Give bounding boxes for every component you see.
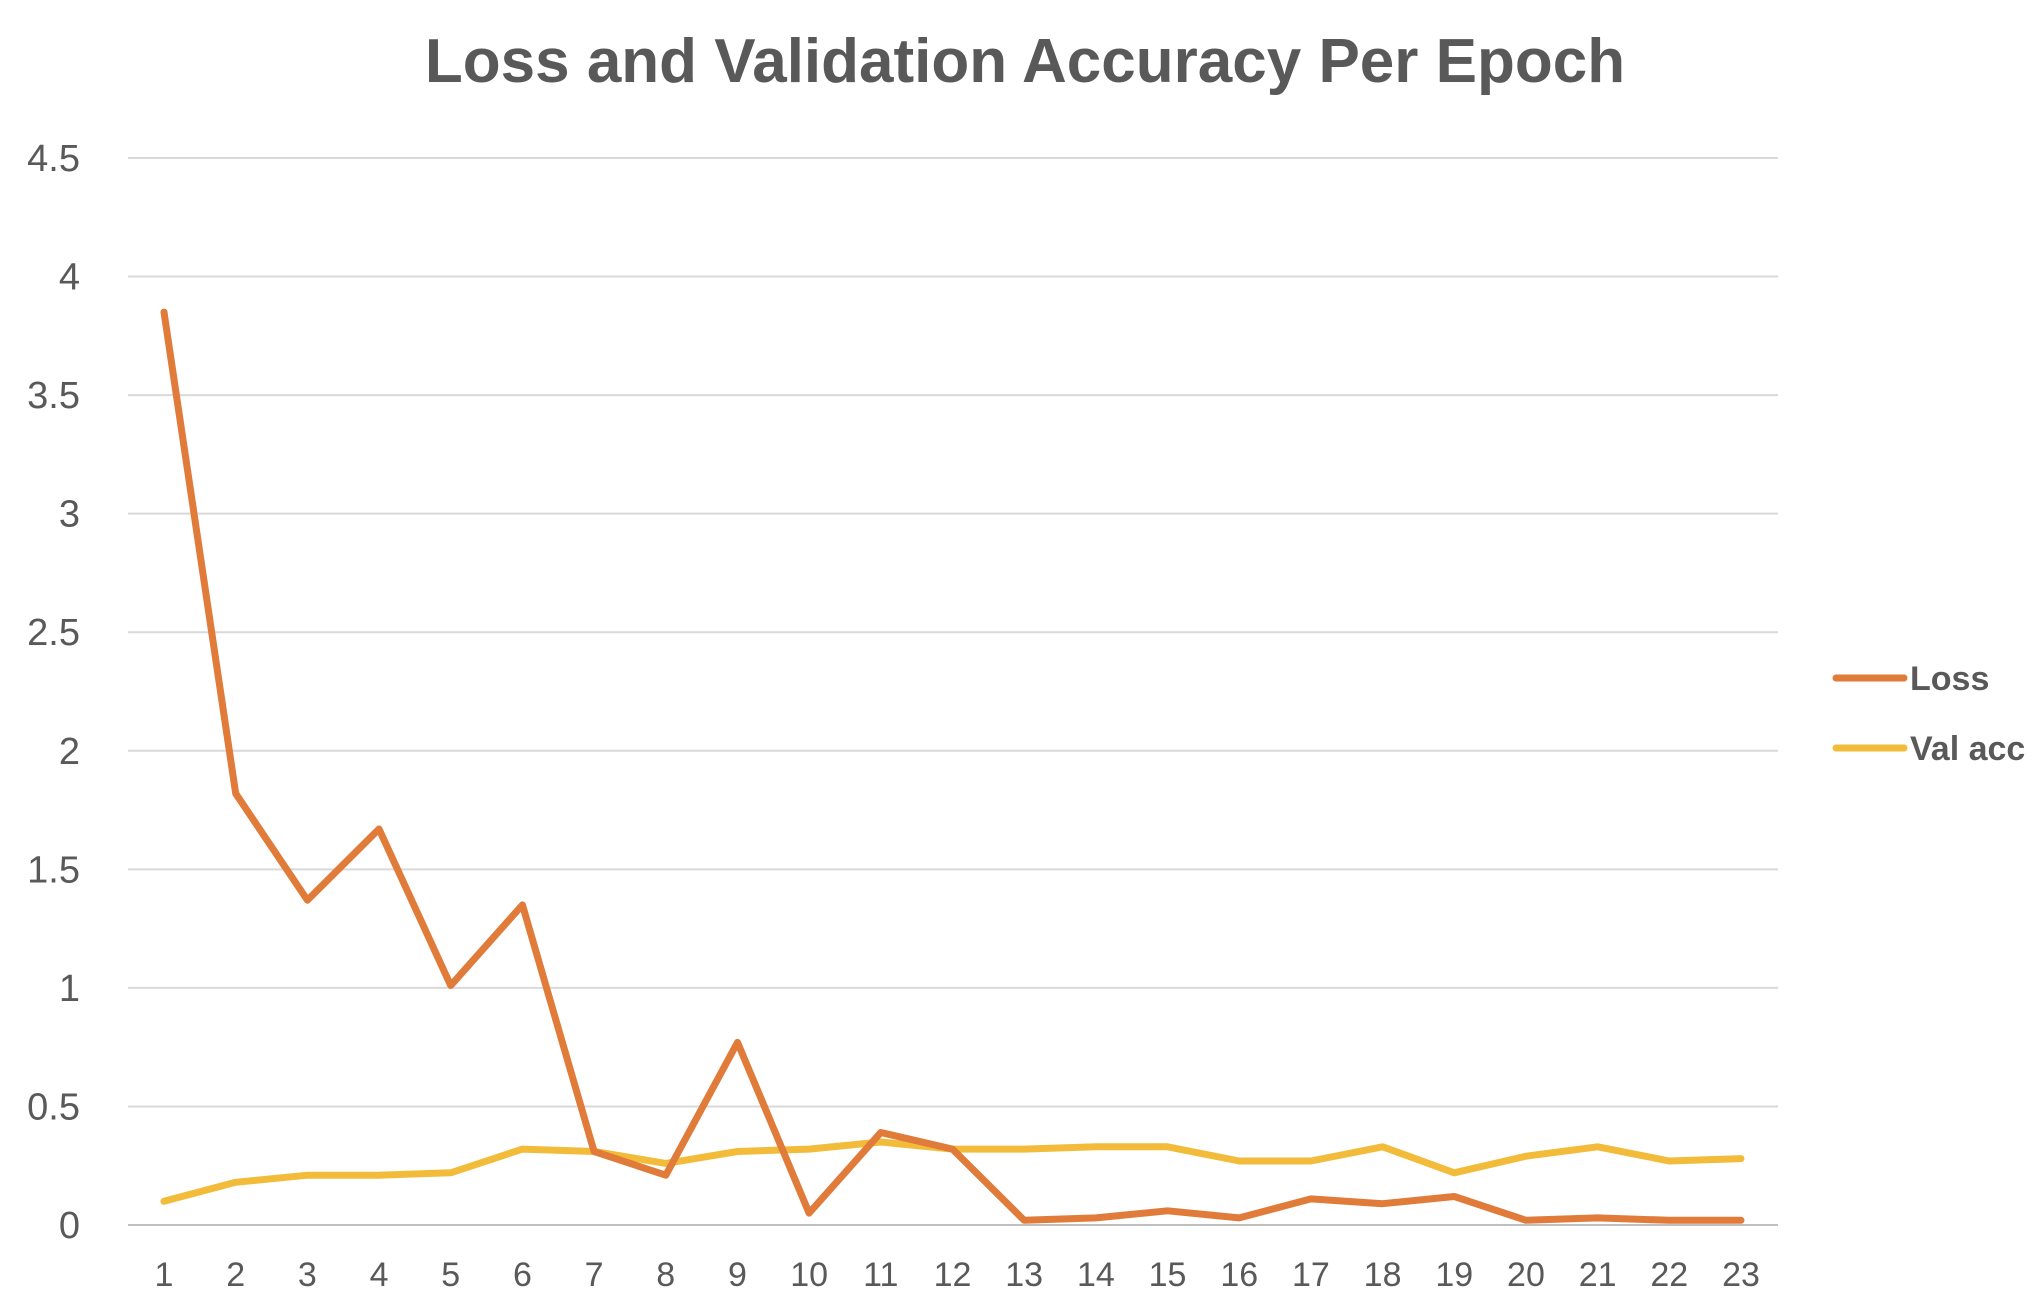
y-tick-label: 0.5 xyxy=(27,1086,80,1128)
x-tick-label: 18 xyxy=(1364,1256,1402,1294)
y-tick-label: 0 xyxy=(59,1205,80,1247)
y-tick-label: 4 xyxy=(59,257,80,299)
y-tick-label: 2 xyxy=(59,731,80,773)
x-tick-label: 15 xyxy=(1149,1256,1187,1294)
x-tick-label: 13 xyxy=(1005,1256,1043,1294)
x-tick-label: 17 xyxy=(1292,1256,1330,1294)
legend-label: Val acc xyxy=(1910,730,2025,768)
series-line-loss xyxy=(160,308,1745,1224)
x-tick-label: 1 xyxy=(155,1256,174,1294)
gridlines xyxy=(128,157,1778,1226)
x-tick-label: 21 xyxy=(1579,1256,1617,1294)
x-tick-label: 11 xyxy=(863,1256,898,1294)
x-tick-label: 8 xyxy=(656,1256,675,1294)
series-lines xyxy=(160,308,1745,1224)
x-axis-ticks: 1 2 3 4 5 6 7 8 9 10 11 12 13 14 15 16 17 18 19 20 21 22 23 xyxy=(155,1256,1760,1294)
y-tick-label: 3 xyxy=(59,494,80,536)
y-axis-ticks: 0 0.5 1 1.5 2 2.5 3 3.5 4 4.5 xyxy=(27,138,80,1247)
x-tick-label: 3 xyxy=(298,1256,317,1294)
x-tick-label: 14 xyxy=(1077,1256,1115,1294)
x-tick-label: 5 xyxy=(441,1256,460,1294)
x-tick-label: 9 xyxy=(728,1256,747,1294)
y-tick-label: 2.5 xyxy=(27,612,80,654)
y-tick-label: 1 xyxy=(59,968,80,1010)
x-tick-label: 20 xyxy=(1507,1256,1545,1294)
x-tick-label: 23 xyxy=(1722,1256,1760,1294)
y-tick-label: 3.5 xyxy=(27,375,80,417)
x-tick-label: 7 xyxy=(585,1256,604,1294)
x-tick-label: 22 xyxy=(1650,1256,1688,1294)
x-tick-label: 19 xyxy=(1435,1256,1473,1294)
legend: Loss Val acc xyxy=(1832,660,2025,768)
x-tick-label: 12 xyxy=(934,1256,972,1294)
y-tick-label: 1.5 xyxy=(27,849,80,891)
x-tick-label: 4 xyxy=(370,1256,389,1294)
x-tick-label: 16 xyxy=(1220,1256,1258,1294)
legend-label: Loss xyxy=(1910,660,1989,698)
chart-title: Loss and Validation Accuracy Per Epoch xyxy=(425,27,1625,96)
x-tick-label: 10 xyxy=(790,1256,828,1294)
y-tick-label: 4.5 xyxy=(27,138,80,180)
x-tick-label: 6 xyxy=(513,1256,532,1294)
x-tick-label: 2 xyxy=(226,1256,245,1294)
